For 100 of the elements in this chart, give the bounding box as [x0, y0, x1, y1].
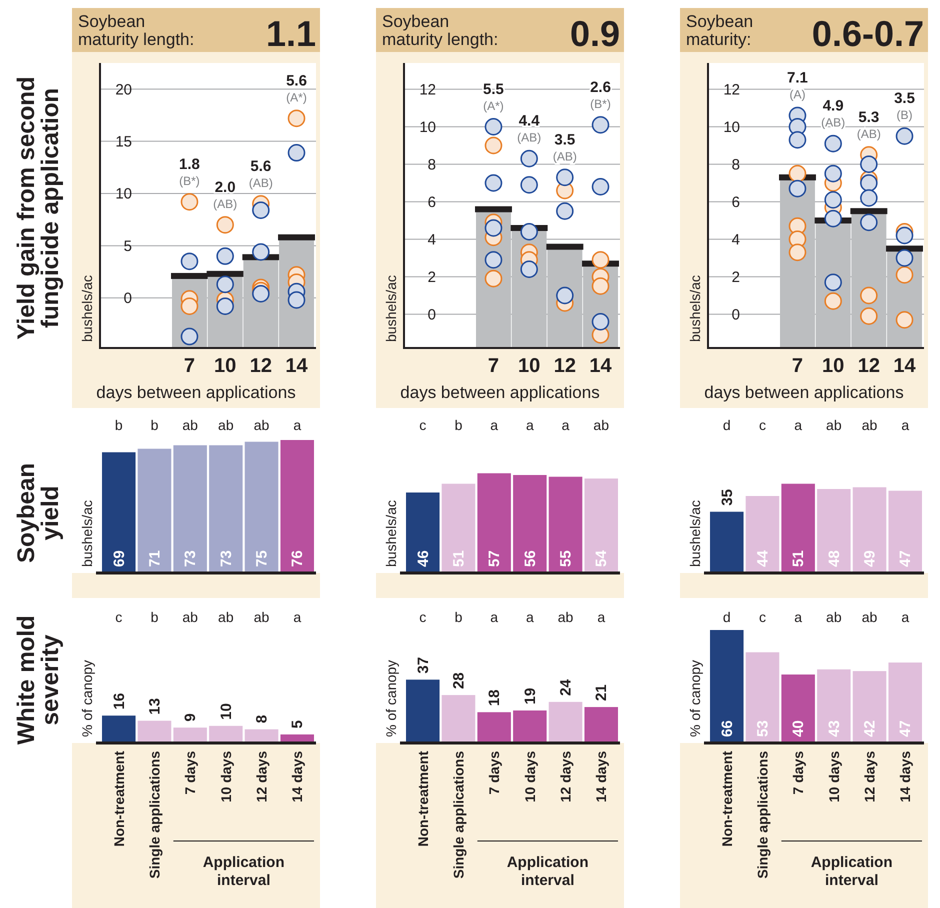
data-label: 18 [486, 689, 504, 706]
data-label: 40 [790, 720, 808, 737]
y-axis-title: bushels/ac [383, 500, 399, 567]
bar [442, 695, 476, 743]
x-tick-label: 7 [792, 355, 804, 377]
y-tick-label: 10 [723, 119, 740, 136]
text: ab [254, 417, 270, 433]
annotation: 3.5 [894, 90, 915, 108]
bar [852, 487, 886, 573]
annotation: (A*) [286, 90, 307, 104]
bar [513, 475, 547, 573]
x-tick-label: Non-treatment [414, 750, 431, 847]
data-label: 42 [862, 720, 879, 737]
data-label: 19 [522, 688, 539, 704]
data-label: 75 [254, 550, 271, 567]
x-tick-label: 7 days [182, 750, 198, 795]
x-tick-label: 12 days [558, 750, 574, 802]
x-tick-label: 7 [488, 355, 500, 377]
bar [584, 478, 618, 573]
y-tick-label: 4 [732, 232, 740, 248]
y-axis-title: bushels/ac [383, 275, 399, 342]
bar [710, 630, 744, 743]
x-tick-label: 10 [518, 355, 540, 377]
y-axis-title: % of canopy [383, 660, 399, 737]
bar [477, 473, 511, 573]
data-label: 44 [754, 550, 772, 567]
text: White mold severity [13, 615, 64, 745]
text: Yield gain from second fungicide application [13, 76, 64, 340]
bar [852, 671, 886, 743]
text: Soybean yield [13, 462, 64, 564]
text: Application interval [506, 854, 589, 889]
text: a [490, 609, 498, 625]
y-tick-label: 15 [115, 134, 132, 151]
annotation: (A*) [483, 98, 504, 113]
bar [406, 680, 440, 743]
bar [406, 492, 440, 573]
data-label: 49 [862, 550, 879, 567]
text: ab [826, 417, 842, 433]
text: ab [182, 609, 198, 625]
y-axis-title: bushels/ac [79, 275, 95, 342]
x-axis-title: days between applications [400, 383, 600, 402]
x-tick-label: 12 [250, 355, 272, 377]
text: a [794, 417, 802, 433]
y-tick-label: 20 [115, 81, 132, 98]
data-label: 56 [522, 550, 539, 567]
data-label: 24 [558, 678, 575, 696]
chart-subtitle: 0.9 [570, 13, 620, 54]
bar [173, 445, 207, 573]
text: a [901, 417, 910, 433]
data-label: 57 [486, 550, 504, 567]
bar [209, 726, 243, 743]
annotation: 4.4 [518, 112, 540, 130]
data-label: 28 [450, 672, 468, 690]
y-tick-label: 12 [419, 82, 436, 98]
data-label: 21 [593, 684, 610, 702]
x-axis-title: days between applications [704, 383, 904, 402]
text: c [758, 609, 766, 625]
x-tick-label: Single applications [450, 750, 466, 879]
bar [102, 716, 136, 743]
x-tick-label: 12 [858, 355, 880, 377]
x-tick-label: Non-treatment [718, 750, 735, 847]
text: ab [826, 609, 842, 625]
bar [888, 490, 922, 573]
x-tick-label: 10 days [522, 750, 538, 802]
text: b [454, 609, 463, 625]
annotation: 5.5 [483, 80, 504, 98]
data-label: 35 [718, 489, 736, 506]
y-tick-label: 0 [732, 306, 740, 324]
text: a [293, 417, 302, 433]
bar [548, 476, 582, 573]
annotation: (AB) [213, 196, 238, 211]
x-tick-label: 12 [554, 355, 576, 377]
text: ab [862, 417, 878, 433]
text: a [901, 609, 910, 625]
data-label: 9 [182, 713, 200, 722]
y-axis-title: % of canopy [687, 660, 703, 737]
annotation: 5.3 [858, 108, 880, 126]
bar [173, 728, 207, 743]
y-tick-label: 8 [428, 156, 436, 174]
annotation: 1.8 [179, 156, 200, 173]
x-tick-label: Single applications [754, 750, 770, 879]
text: a [490, 417, 498, 433]
text: b [454, 417, 463, 433]
x-tick-label: 12 days [862, 750, 878, 802]
x-tick-label: 14 days [289, 750, 306, 802]
data-label: 71 [146, 550, 164, 567]
text: a [597, 609, 606, 625]
text: c [115, 609, 122, 625]
text: b [150, 609, 159, 625]
data-label: 5 [289, 720, 306, 728]
text: ab [218, 609, 234, 625]
y-tick-label: 4 [428, 232, 436, 248]
text: c [758, 417, 766, 433]
bar [781, 674, 815, 743]
x-tick-label: Single applications [146, 750, 162, 879]
text: ab [593, 417, 610, 433]
annotation: (AB) [552, 149, 577, 164]
x-axis-title: days between applications [96, 383, 296, 402]
annotation: (B) [896, 108, 913, 122]
bar [244, 442, 278, 573]
